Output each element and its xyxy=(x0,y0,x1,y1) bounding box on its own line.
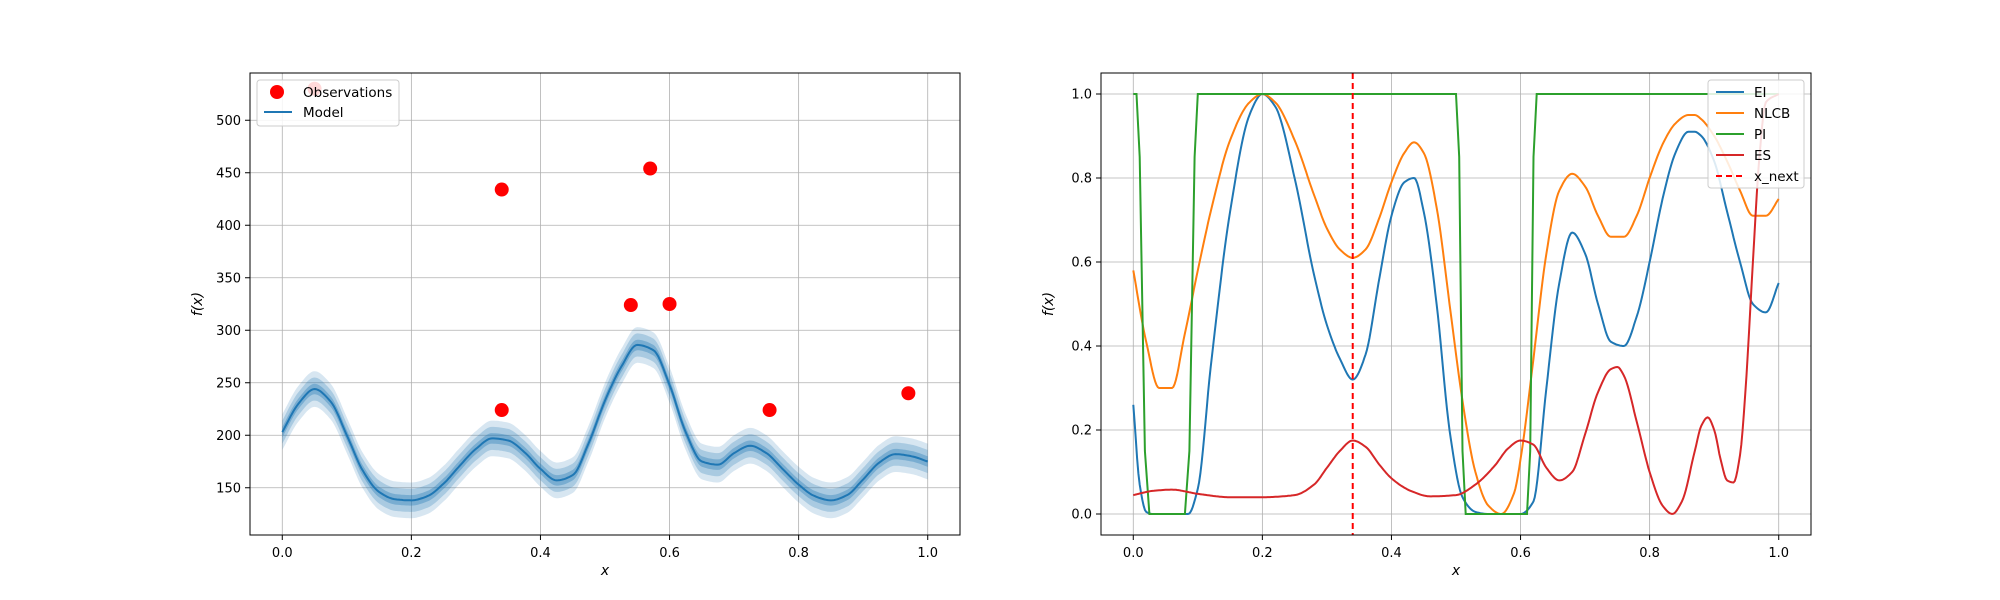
model-confidence-band xyxy=(282,327,928,519)
legend-observations-marker xyxy=(270,85,284,99)
x-tick-label: 1.0 xyxy=(917,546,938,561)
left-model-plot xyxy=(281,327,928,519)
observation-point xyxy=(901,386,916,401)
x-tick-label: 0.4 xyxy=(1381,546,1402,561)
right-axes-frame xyxy=(1100,72,1812,536)
x-tick-label: 0.6 xyxy=(1510,546,1531,561)
left-legend: Observations Model xyxy=(256,79,400,127)
model-mean-line xyxy=(281,343,928,502)
legend-nlcb-label: NLCB xyxy=(1754,106,1790,122)
right-y-axis-label: f(x) xyxy=(1041,292,1057,316)
y-tick-label: 300 xyxy=(216,324,241,339)
y-tick-label: 450 xyxy=(216,166,241,181)
y-tick-label: 350 xyxy=(216,271,241,286)
left-x-axis-label: x xyxy=(600,563,610,579)
right-x-axis-label: x xyxy=(1451,563,1461,579)
observation-point xyxy=(662,297,677,311)
y-tick-label: 1.0 xyxy=(1071,88,1092,103)
right-legend: EI NLCB PI ES x_next xyxy=(1707,79,1805,189)
y-tick-label: 0.0 xyxy=(1071,508,1092,523)
observation-point xyxy=(762,403,777,418)
y-tick-label: 400 xyxy=(216,219,241,234)
y-tick-label: 150 xyxy=(216,481,241,496)
y-tick-label: 500 xyxy=(216,114,241,129)
y-tick-label: 200 xyxy=(216,429,241,444)
observation-point xyxy=(494,182,509,197)
y-tick-label: 0.6 xyxy=(1071,256,1092,271)
x-tick-label: 0.4 xyxy=(530,546,551,561)
observation-point xyxy=(494,403,509,418)
left-chart-panel: 0.0 0.2 0.4 0.6 0.8 1.0 150 200 250 300 350 400 450 5… xyxy=(190,72,961,579)
left-axes-frame xyxy=(249,72,961,536)
x-tick-label: 0.8 xyxy=(788,546,809,561)
x-tick-label: 1.0 xyxy=(1768,546,1789,561)
x-tick-label: 0.8 xyxy=(1639,546,1660,561)
right-tick-labels: 0.0 0.2 0.4 0.6 0.8 1.0 0.0 0.2 0.4 0.6 0.8 1.0 xyxy=(1071,88,1789,562)
x-tick-label: 0.2 xyxy=(401,546,422,561)
series-ei-line xyxy=(1132,92,1780,515)
right-acquisition-series xyxy=(1132,92,1780,516)
legend-x-next-label: x_next xyxy=(1754,169,1799,185)
observation-point xyxy=(623,298,638,313)
y-tick-label: 0.2 xyxy=(1071,424,1092,439)
series-nlcb-line xyxy=(1132,92,1780,516)
left-legend-box xyxy=(256,79,400,127)
left-y-axis-label: f(x) xyxy=(190,292,206,316)
left-observations-plot xyxy=(307,81,916,418)
legend-es-label: ES xyxy=(1754,148,1771,164)
series-es-line xyxy=(1133,93,1780,515)
observation-point xyxy=(643,161,658,176)
x-tick-label: 0.0 xyxy=(1123,546,1144,561)
legend-model-label: Model xyxy=(303,105,344,121)
left-grid xyxy=(250,73,960,535)
legend-pi-label: PI xyxy=(1754,127,1766,143)
legend-ei-label: EI xyxy=(1754,85,1767,101)
right-chart-panel: 0.0 0.2 0.4 0.6 0.8 1.0 0.0 0.2 0.4 0.6 0.8 1.0 x f… xyxy=(1041,72,1812,579)
x-tick-label: 0.0 xyxy=(272,546,293,561)
x-tick-label: 0.6 xyxy=(659,546,680,561)
x-tick-label: 0.2 xyxy=(1252,546,1273,561)
y-tick-label: 0.4 xyxy=(1071,340,1092,355)
y-tick-label: 250 xyxy=(216,376,241,391)
legend-observations-label: Observations xyxy=(303,85,392,101)
left-tick-labels: 0.0 0.2 0.4 0.6 0.8 1.0 150 200 250 300 350 400 450 5… xyxy=(216,114,938,561)
y-tick-label: 0.8 xyxy=(1071,172,1092,187)
series-pi-line xyxy=(1133,93,1779,515)
right-legend-box xyxy=(1707,79,1805,189)
